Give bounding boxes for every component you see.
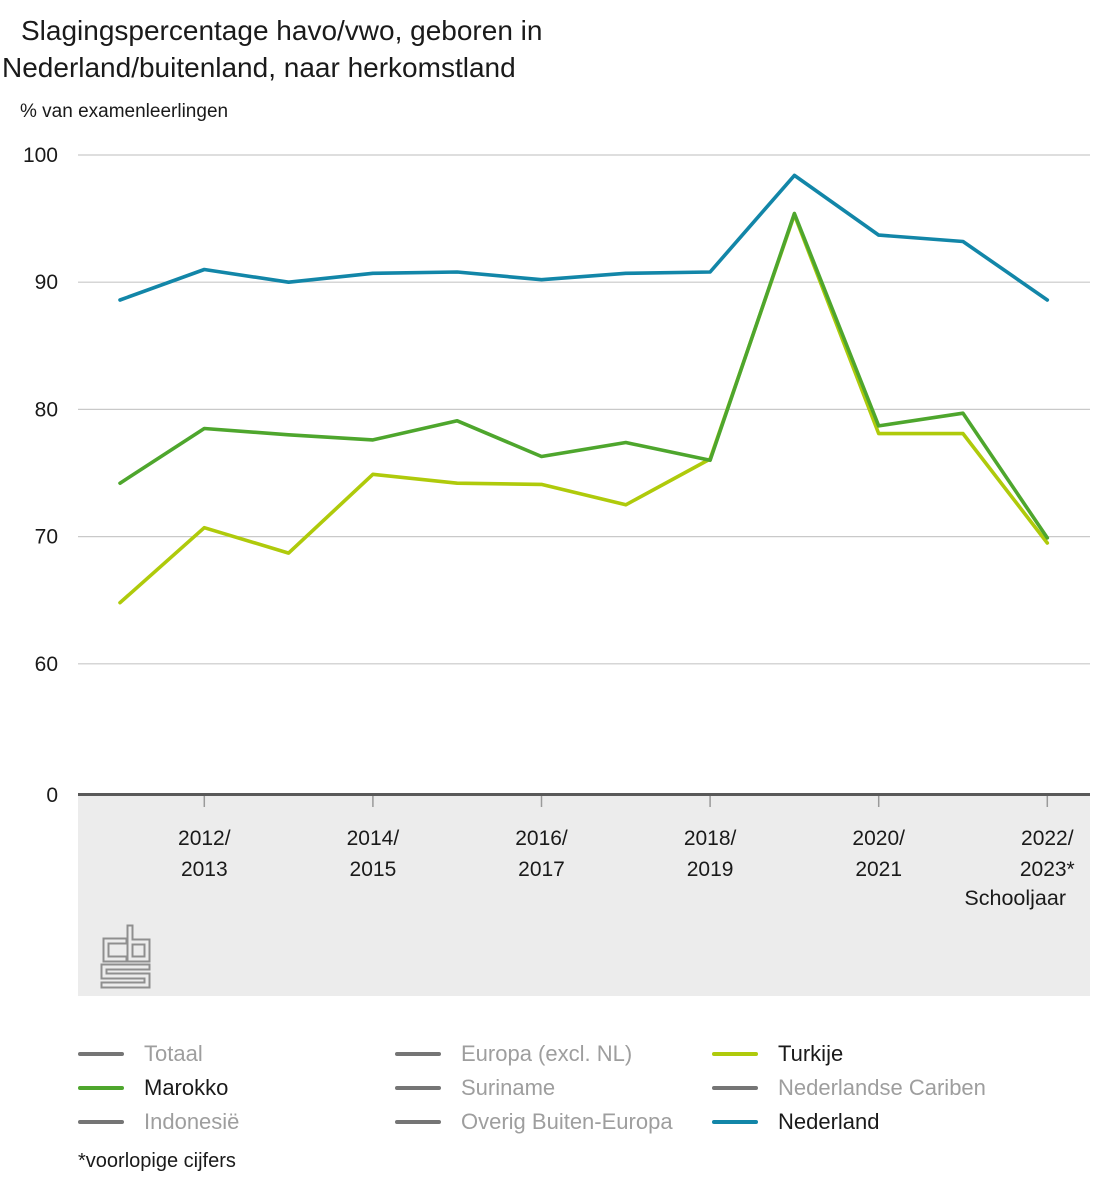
legend-item-nederlandse-cariben[interactable]: Nederlandse Cariben: [712, 1074, 1029, 1100]
series-line-marokko: [118, 211, 1050, 540]
legend-swatch-overig-buiten-europa: [395, 1119, 441, 1124]
legend-item-totaal[interactable]: Totaal: [78, 1040, 395, 1066]
x-tick-label: 2012/2013: [178, 827, 231, 881]
y-tick-label: 0: [46, 784, 58, 807]
legend-swatch-nederlandse-cariben: [712, 1085, 758, 1090]
legend-swatch-totaal: [78, 1051, 124, 1056]
legend-swatch-suriname: [395, 1085, 441, 1090]
x-tick-label: 2020/2021: [852, 827, 905, 881]
y-axis-unit-label: % van examenleerlingen: [20, 101, 229, 122]
y-tick-label: 100: [23, 144, 58, 167]
legend-item-nederland[interactable]: Nederland: [712, 1108, 1029, 1134]
legend-swatch-marokko: [78, 1085, 124, 1090]
legend-item-indonesi[interactable]: Indonesië: [78, 1108, 395, 1134]
legend: Totaal Europa (excl. NL) Turkije Marokko Sur…: [78, 1040, 1029, 1134]
legend-label-suriname: Suriname: [461, 1074, 556, 1100]
x-tick-label: 2014/2015: [347, 827, 400, 881]
y-tick-label: 90: [35, 271, 58, 294]
legend-item-overig-buiten-europa[interactable]: Overig Buiten-Europa: [395, 1108, 712, 1134]
legend-swatch-europa-excl-nl: [395, 1051, 441, 1056]
legend-label-turkije: Turkije: [778, 1040, 844, 1066]
legend-label-indonesi: Indonesië: [144, 1108, 240, 1134]
plot-area: 100 90 80 70 60 0 2012/2013 2014/2015 2016/2017 2…: [23, 144, 1090, 996]
legend-label-europa-excl-nl: Europa (excl. NL): [461, 1040, 633, 1066]
legend-label-nederland: Nederland: [778, 1108, 880, 1134]
footnote: *voorlopige cijfers: [78, 1150, 236, 1172]
legend-swatch-turkije: [712, 1051, 758, 1056]
legend-swatch-nederland: [712, 1119, 758, 1124]
legend-label-totaal: Totaal: [144, 1040, 203, 1066]
legend-swatch-indonesi: [78, 1119, 124, 1124]
series-line-turkije: [118, 213, 1050, 605]
legend-label-marokko: Marokko: [144, 1074, 229, 1100]
x-tick-label: 2022/2023*: [1020, 827, 1075, 881]
series-line-nederland: [118, 173, 1050, 302]
x-axis-title: Schooljaar: [964, 886, 1066, 910]
x-tick-label: 2018/2019: [684, 827, 737, 881]
cbs-logo: [128, 926, 149, 961]
y-tick-label: 80: [35, 398, 58, 421]
cbs-logo: [104, 939, 126, 961]
y-tick-label: 70: [35, 526, 58, 549]
legend-item-suriname[interactable]: Suriname: [395, 1074, 712, 1100]
x-axis-band: [78, 796, 1090, 996]
chart-title: Slagingspercentage havo/vwo, geboren in …: [2, 15, 543, 83]
legend-item-turkije[interactable]: Turkije: [712, 1040, 1029, 1066]
x-tick-label: 2016/2017: [515, 827, 568, 881]
y-tick-label: 60: [35, 653, 58, 676]
cbs-logo: [102, 965, 149, 987]
legend-item-marokko[interactable]: Marokko: [78, 1074, 395, 1100]
legend-label-nederlandse-cariben: Nederlandse Cariben: [778, 1074, 986, 1100]
legend-item-europa-excl-nl[interactable]: Europa (excl. NL): [395, 1040, 712, 1066]
legend-label-overig-buiten-europa: Overig Buiten-Europa: [461, 1108, 673, 1134]
